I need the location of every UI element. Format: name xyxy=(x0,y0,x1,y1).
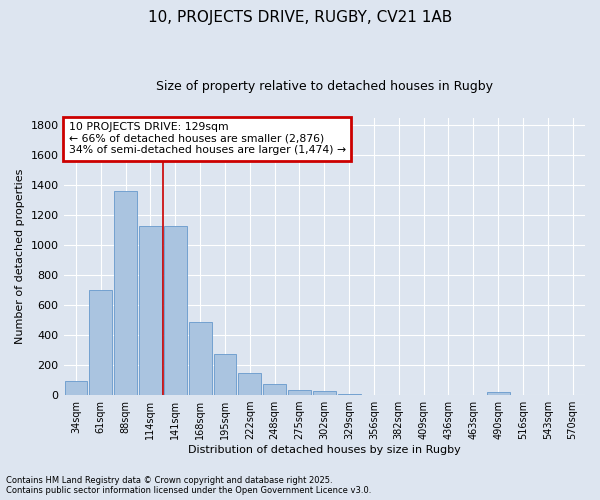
Bar xyxy=(214,354,236,395)
Bar xyxy=(139,226,162,395)
Bar xyxy=(89,290,112,395)
Bar xyxy=(188,322,212,395)
Bar xyxy=(164,226,187,395)
Bar xyxy=(65,380,88,395)
Bar xyxy=(313,390,335,395)
Bar xyxy=(338,394,361,395)
Text: Contains HM Land Registry data © Crown copyright and database right 2025.
Contai: Contains HM Land Registry data © Crown c… xyxy=(6,476,371,495)
Bar xyxy=(487,392,509,395)
Text: 10 PROJECTS DRIVE: 129sqm
← 66% of detached houses are smaller (2,876)
34% of se: 10 PROJECTS DRIVE: 129sqm ← 66% of detac… xyxy=(69,122,346,155)
Bar xyxy=(238,374,261,395)
Bar xyxy=(263,384,286,395)
Bar xyxy=(288,390,311,395)
Title: Size of property relative to detached houses in Rugby: Size of property relative to detached ho… xyxy=(156,80,493,93)
Y-axis label: Number of detached properties: Number of detached properties xyxy=(15,168,25,344)
Bar xyxy=(114,191,137,395)
Text: 10, PROJECTS DRIVE, RUGBY, CV21 1AB: 10, PROJECTS DRIVE, RUGBY, CV21 1AB xyxy=(148,10,452,25)
X-axis label: Distribution of detached houses by size in Rugby: Distribution of detached houses by size … xyxy=(188,445,461,455)
